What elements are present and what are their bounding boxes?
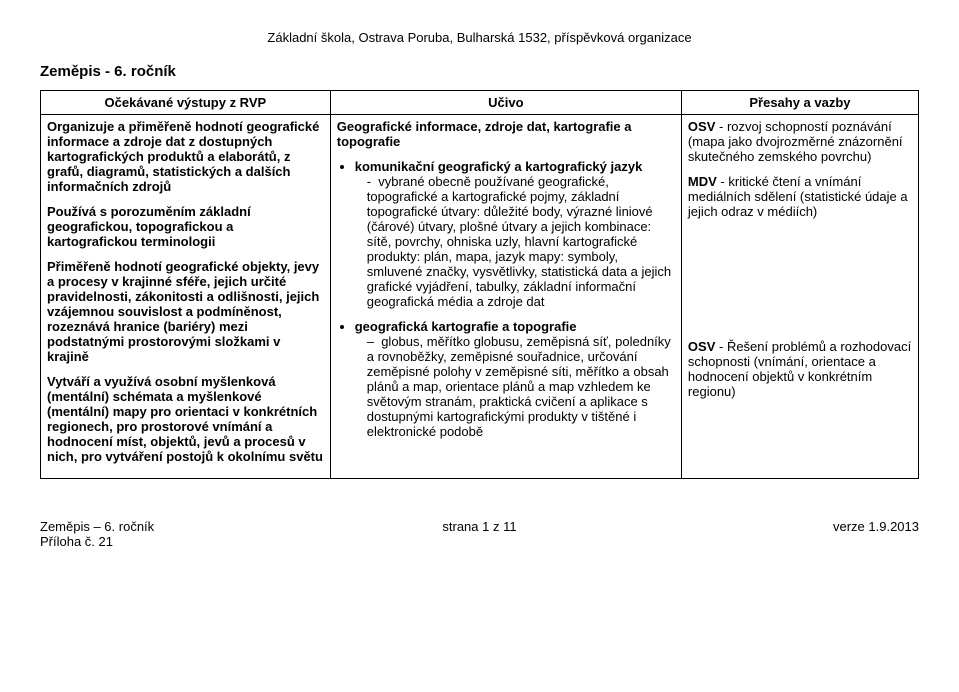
link-osv-2: OSV - Řešení problémů a rozhodovací scho… xyxy=(688,339,912,399)
link-mdv: MDV - kritické čtení a vnímání mediálníc… xyxy=(688,174,912,219)
link-osv-1-text: - rozvoj schopností poznávání (mapa jako… xyxy=(688,119,903,164)
footer: Zeměpis – 6. ročník Příloha č. 21 strana… xyxy=(40,519,919,549)
bullet-kartografie: geografická kartografie a topografie – g… xyxy=(355,319,675,439)
bullet-label-2: geografická kartografie a topografie xyxy=(355,319,577,334)
content-heading: Geografické informace, zdroje dat, karto… xyxy=(337,119,632,149)
bullet-label-1: komunikační geografický a kartografický … xyxy=(355,159,643,174)
outcome-p1: Organizuje a přiměřeně hodnotí geografic… xyxy=(47,119,324,194)
page-title: Zeměpis - 6. ročník xyxy=(40,63,919,80)
bullet-text-2-span: globus, měřítko globusu, zeměpisná síť, … xyxy=(367,334,671,439)
bullet-text-1: - vybrané obecně používané geografické, … xyxy=(367,174,675,309)
outcome-p4: Vytváří a využívá osobní myšlenková (men… xyxy=(47,374,324,464)
header-organization: Základní škola, Ostrava Poruba, Bulharsk… xyxy=(40,30,919,45)
link-osv-1: OSV - rozvoj schopností poznávání (mapa … xyxy=(688,119,912,164)
th-content: Učivo xyxy=(330,91,681,115)
th-links: Přesahy a vazby xyxy=(681,91,918,115)
table-row: Organizuje a přiměřeně hodnotí geografic… xyxy=(41,115,919,479)
footer-attachment: Příloha č. 21 xyxy=(40,534,330,549)
link-osv-1-label: OSV xyxy=(688,119,715,134)
footer-subject: Zeměpis – 6. ročník xyxy=(40,519,330,534)
footer-center: strana 1 z 11 xyxy=(334,519,624,549)
outcome-p2: Používá s porozuměním základní geografic… xyxy=(47,204,324,249)
link-mdv-text: - kritické čtení a vnímání mediálních sd… xyxy=(688,174,908,219)
cell-content: Geografické informace, zdroje dat, karto… xyxy=(330,115,681,479)
th-outcomes: Očekávané výstupy z RVP xyxy=(41,91,331,115)
cell-links: OSV - rozvoj schopností poznávání (mapa … xyxy=(681,115,918,479)
outcome-p3: Přiměřeně hodnotí geografické objekty, j… xyxy=(47,259,324,364)
table-header-row: Očekávané výstupy z RVP Učivo Přesahy a … xyxy=(41,91,919,115)
link-mdv-label: MDV xyxy=(688,174,717,189)
link-osv-2-label: OSV xyxy=(688,339,715,354)
bullet-text-1-span: vybrané obecně používané geografické, to… xyxy=(367,174,671,309)
curriculum-table: Očekávané výstupy z RVP Učivo Přesahy a … xyxy=(40,90,919,479)
footer-right: verze 1.9.2013 xyxy=(629,519,919,549)
cell-outcomes: Organizuje a přiměřeně hodnotí geografic… xyxy=(41,115,331,479)
footer-left: Zeměpis – 6. ročník Příloha č. 21 xyxy=(40,519,330,549)
link-osv-2-text: - Řešení problémů a rozhodovací schopnos… xyxy=(688,339,911,399)
bullet-text-2: – globus, měřítko globusu, zeměpisná síť… xyxy=(367,334,675,439)
bullet-komunikacni: komunikační geografický a kartografický … xyxy=(355,159,675,309)
